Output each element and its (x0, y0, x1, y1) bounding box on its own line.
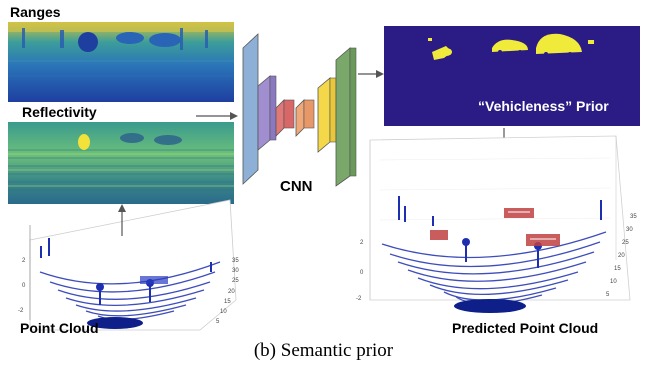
right-x-tick: 15 (614, 266, 621, 272)
right-y-tick: -2 (356, 296, 362, 302)
ranges-image (8, 22, 234, 102)
point-cloud-plot: 2 0 -2 35 30 25 20 15 10 5 (18, 199, 239, 331)
right-x-tick: 10 (610, 279, 617, 285)
predicted-point-cloud-plot: 2 0 -2 35 30 25 20 15 10 5 (356, 135, 637, 313)
reflectivity-image (8, 122, 234, 204)
left-x-tick: 30 (232, 268, 239, 274)
right-x-tick: 20 (618, 253, 625, 259)
predicted-point-cloud-label: Predicted Point Cloud (452, 320, 599, 336)
vehicleness-prior-image (384, 26, 640, 126)
right-x-tick: 30 (626, 227, 633, 233)
arrow-to-cnn (196, 112, 238, 120)
left-y-tick: 0 (22, 283, 26, 289)
cnn-label: CNN (280, 178, 313, 195)
arrow-to-prior (358, 70, 384, 78)
cnn-diagram (242, 33, 357, 187)
right-x-tick: 35 (630, 214, 637, 220)
right-x-tick: 5 (606, 292, 610, 298)
left-x-tick: 20 (228, 289, 235, 295)
left-x-tick: 35 (232, 258, 239, 264)
figure-caption: (b) Semantic prior (253, 340, 394, 361)
left-y-tick: 2 (22, 258, 26, 264)
right-y-tick: 0 (360, 270, 364, 276)
left-y-tick: -2 (18, 308, 24, 314)
left-x-tick: 25 (232, 278, 239, 284)
point-cloud-label: Point Cloud (20, 320, 99, 336)
right-y-tick: 2 (360, 240, 364, 246)
left-x-tick: 10 (220, 309, 227, 315)
prior-label: “Vehicleness” Prior (478, 98, 609, 114)
left-x-tick: 15 (224, 299, 231, 305)
arrow-up (118, 204, 126, 236)
right-x-tick: 25 (622, 240, 629, 246)
left-x-tick: 5 (216, 319, 220, 325)
ranges-label: Ranges (10, 4, 61, 20)
reflectivity-label: Reflectivity (22, 104, 97, 120)
